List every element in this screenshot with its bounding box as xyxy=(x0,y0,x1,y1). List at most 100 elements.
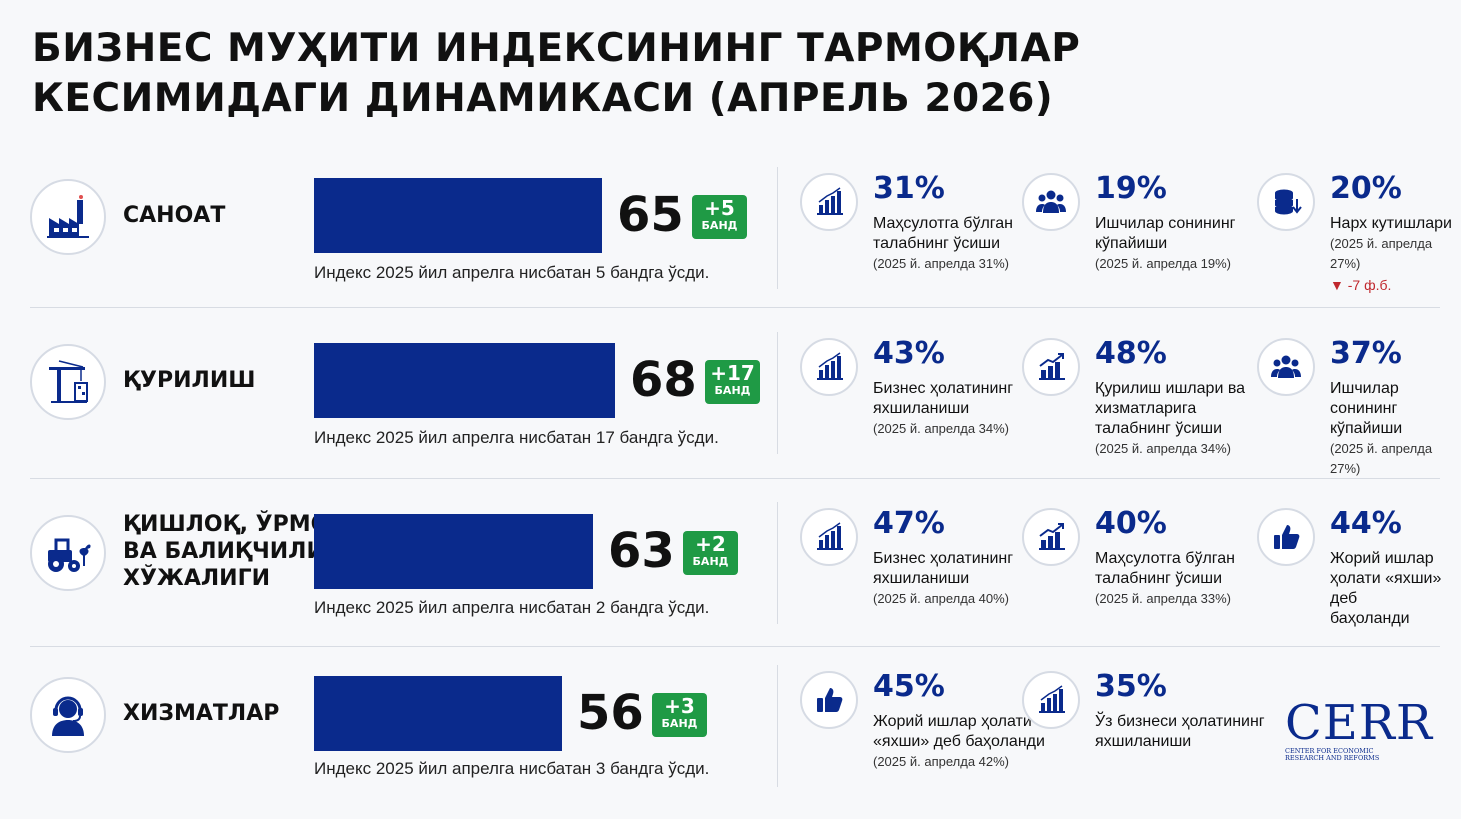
index-value: 65 xyxy=(617,187,684,243)
metric-label-line: яхшиланиши xyxy=(1095,733,1192,750)
change-badge-number: +3 xyxy=(664,694,695,718)
metric-percent: 31% xyxy=(873,171,945,206)
sector-name: ҚИШЛОҚ, ЎРМОН ВА БАЛИҚЧИЛИК ХЎЖАЛИГИ xyxy=(123,511,348,592)
metric-percent: 35% xyxy=(1095,669,1167,704)
metric-percent: 20% xyxy=(1330,171,1402,206)
index-value: 56 xyxy=(577,685,644,741)
metric-label: Жорий ишлар ҳолати «яхши» деб баҳоланди (2… xyxy=(873,712,1045,772)
metric-label: Бизнес ҳолатининг яхшиланиши (2025 й. апре… xyxy=(873,379,1013,439)
metric-note: (2025 й. апрелда 27%) xyxy=(1330,441,1433,476)
metric-label-line: Ишчилар сонининг xyxy=(1330,380,1399,417)
bar-chart-icon xyxy=(800,338,858,396)
sector-name: ҚУРИЛИШ xyxy=(123,367,255,394)
metric-label-line: кўпайиши xyxy=(1095,235,1168,252)
metric-label-line: баҳоланди xyxy=(1330,610,1410,627)
metric-label-line: талабнинг ўсиши xyxy=(1095,570,1223,587)
change-badge: +5 БАНД xyxy=(692,195,747,239)
metric-percent: 37% xyxy=(1330,336,1402,371)
metric-label-line: хизматларига xyxy=(1095,400,1197,417)
factory-icon xyxy=(30,179,106,255)
metric-note: (2025 й. апрелда 19%) xyxy=(1095,256,1232,271)
index-bar xyxy=(314,343,615,418)
column-separator xyxy=(777,665,778,787)
metric-percent: 40% xyxy=(1095,506,1167,541)
metric-label: Нарх кутишлари (2025 й. апрелда 27%) ▼ -7 … xyxy=(1330,214,1461,296)
title-line-2: КЕСИМИДАГИ ДИНАМИКАСИ (АПРЕЛЬ 2026) xyxy=(32,76,1054,121)
sector-name-line: САНОАТ xyxy=(123,202,226,228)
metric-percent: 44% xyxy=(1330,506,1402,541)
thumbs-up-icon xyxy=(800,671,858,729)
change-badge-label: БАНД xyxy=(692,555,729,568)
bar-chart-icon xyxy=(1022,671,1080,729)
coins-icon xyxy=(1257,173,1315,231)
metric-label-line: Маҳсулотга бўлган xyxy=(1095,550,1235,567)
metric-label-line: Жорий ишлар ҳолати xyxy=(873,713,1032,730)
change-badge-label: БАНД xyxy=(701,219,738,232)
sector-name-line: ҚИШЛОҚ, ЎРМОН xyxy=(123,511,348,537)
sector-name-line: ВА БАЛИҚЧИЛИК xyxy=(123,538,343,564)
crane-icon xyxy=(30,344,106,420)
index-bar xyxy=(314,178,602,253)
metric-label-line: Нарх кутишлари xyxy=(1330,215,1452,232)
metric-label-line: яхшиланиши xyxy=(873,570,970,587)
change-badge-number: +5 xyxy=(704,196,735,220)
index-note: Индекс 2025 йил апрелга нисбатан 2 бандг… xyxy=(314,598,710,617)
row-separator xyxy=(30,646,1440,647)
metric-label-line: яхшиланиши xyxy=(873,400,970,417)
index-note: Индекс 2025 йил апрелга нисбатан 17 банд… xyxy=(314,428,719,447)
metric-note: (2025 й. апрелда 34%) xyxy=(873,421,1010,436)
metric-label-line: талабнинг ўсиши xyxy=(873,235,1001,252)
metric-label: Маҳсулотга бўлган талабнинг ўсиши (2025 й.… xyxy=(873,214,1013,274)
change-badge: +3 БАНД xyxy=(652,693,707,737)
metric-label-line: Ишчилар сонининг xyxy=(1095,215,1236,232)
metric-note: (2025 й. апрелда 34%) xyxy=(1095,441,1232,456)
index-note: Индекс 2025 йил апрелга нисбатан 5 бандг… xyxy=(314,263,710,282)
metric-note: (2025 й. апрелда 40%) xyxy=(873,591,1010,606)
metric-percent: 43% xyxy=(873,336,945,371)
bar-chart-icon xyxy=(800,508,858,566)
sector-name-line: ХЎЖАЛИГИ xyxy=(123,565,270,591)
metric-note: (2025 й. апрелда 33%) xyxy=(1095,591,1232,606)
metric-label: Жорий ишлар ҳолати «яхши» деб баҳоланди xyxy=(1330,549,1461,629)
title-line-1: БИЗНЕС МУҲИТИ ИНДЕКСИНИНГ ТАРМОҚЛАР xyxy=(32,26,1081,71)
sector-name-line: ХИЗМАТЛАР xyxy=(123,700,280,726)
change-badge-number: +17 xyxy=(710,361,755,385)
metric-label-line: талабнинг ўсиши xyxy=(1095,420,1223,437)
metric-label-line: Маҳсулотга бўлган xyxy=(873,215,1013,232)
growth-chart-icon xyxy=(1022,338,1080,396)
metric-label-line: Бизнес ҳолатининг xyxy=(873,550,1014,567)
column-separator xyxy=(777,332,778,454)
change-badge-label: БАНД xyxy=(714,384,751,397)
sector-name: САНОАТ xyxy=(123,202,225,229)
tractor-icon xyxy=(30,515,106,591)
row-separator xyxy=(30,478,1440,479)
metric-label: Ўз бизнеси ҳолатининг яхшиланиши xyxy=(1095,712,1265,752)
bar-chart-icon xyxy=(800,173,858,231)
sector-name-line: ҚУРИЛИШ xyxy=(123,367,256,393)
people-icon xyxy=(1257,338,1315,396)
change-badge-label: БАНД xyxy=(661,717,698,730)
metric-delta: ▼ -7 ф.б. xyxy=(1330,277,1392,293)
metric-label: Ишчилар сонининг кўпайиши (2025 й. апрелда… xyxy=(1095,214,1235,274)
index-bar xyxy=(314,514,593,589)
metric-percent: 19% xyxy=(1095,171,1167,206)
row-separator xyxy=(30,307,1440,308)
metric-percent: 47% xyxy=(873,506,945,541)
metric-label: Маҳсулотга бўлган талабнинг ўсиши (2025 й.… xyxy=(1095,549,1235,609)
change-badge: +2 БАНД xyxy=(683,531,738,575)
metric-label-line: Бизнес ҳолатининг xyxy=(873,380,1014,397)
change-badge-number: +2 xyxy=(695,532,726,556)
metric-label: Бизнес ҳолатининг яхшиланиши (2025 й. апре… xyxy=(873,549,1013,609)
metric-label-line: кўпайиши xyxy=(1330,420,1403,437)
cerr-logo-sub-1: CENTER FOR ECONOMIC xyxy=(1285,747,1374,755)
column-separator xyxy=(777,167,778,289)
metric-label: Қурилиш ишлари ва хизматларига талабнинг ў… xyxy=(1095,379,1245,459)
metric-note: (2025 й. апрелда 27%) xyxy=(1330,236,1433,271)
cerr-logo-sub-2: RESEARCH AND REFORMS xyxy=(1285,754,1380,762)
metric-percent: 45% xyxy=(873,669,945,704)
index-note: Индекс 2025 йил апрелга нисбатан 3 бандг… xyxy=(314,759,710,778)
thumbs-up-icon xyxy=(1257,508,1315,566)
cerr-logo: CERR CENTER FOR ECONOMIC RESEARCH AND RE… xyxy=(1285,698,1445,768)
metric-note: (2025 й. апрелда 31%) xyxy=(873,256,1010,271)
column-separator xyxy=(777,502,778,624)
